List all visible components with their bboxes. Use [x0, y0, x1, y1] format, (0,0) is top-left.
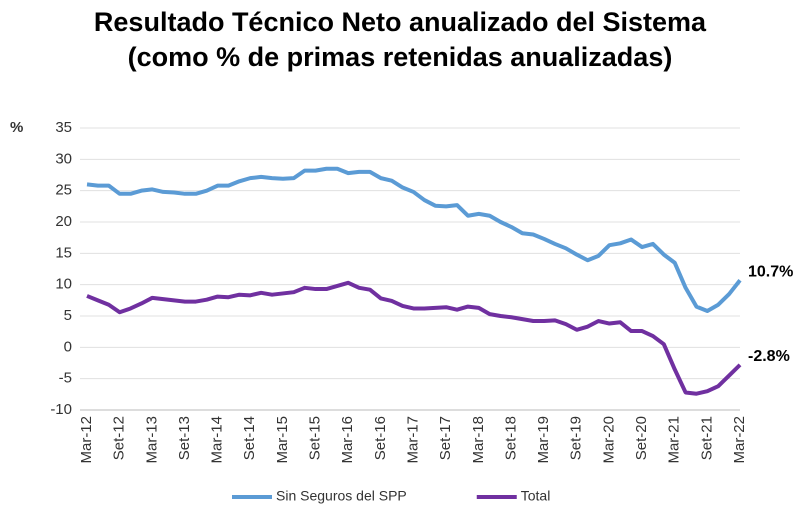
x-tick-label: Mar-20 — [600, 416, 617, 464]
x-tick-label: Mar-17 — [404, 416, 421, 464]
y-tick-label: 30 — [55, 150, 72, 167]
x-tick-label: Set-19 — [568, 416, 585, 460]
x-tick-label: Set-16 — [372, 416, 389, 460]
x-tick-label: Set-12 — [111, 416, 128, 460]
x-tick-label: Set-15 — [307, 416, 324, 460]
y-tick-label: 15 — [55, 244, 72, 261]
x-tick-label: Set-14 — [241, 416, 258, 460]
x-tick-label: Mar-13 — [143, 416, 160, 464]
x-tick-label: Set-21 — [698, 416, 715, 460]
x-tick-label: Mar-18 — [470, 416, 487, 464]
y-tick-label: 25 — [55, 182, 72, 199]
x-tick-label: Set-13 — [176, 416, 193, 460]
end-label: 10.7% — [748, 263, 793, 280]
line — [86, 280, 742, 396]
line — [86, 166, 742, 313]
x-tick-label: Mar-16 — [339, 416, 356, 464]
end-label: -2.8% — [748, 348, 790, 365]
x-tick-label: Mar-22 — [731, 416, 748, 464]
legend-label: Total — [521, 488, 551, 504]
x-tick-label: Mar-14 — [209, 416, 226, 464]
x-tick-label: Mar-12 — [78, 416, 95, 464]
y-tick-label: -10 — [50, 401, 72, 418]
y-tick-label: 35 — [55, 119, 72, 136]
x-tick-label: Set-17 — [437, 416, 454, 460]
y-tick-label: 0 — [64, 338, 72, 355]
y-axis-label: % — [10, 119, 23, 136]
x-tick-label: Mar-21 — [666, 416, 683, 464]
x-tick-label: Set-20 — [633, 416, 650, 460]
y-tick-label: 10 — [55, 276, 72, 293]
x-tick-label: Mar-19 — [535, 416, 552, 464]
y-tick-label: -5 — [59, 370, 72, 387]
y-tick-label: 20 — [55, 213, 72, 230]
chart-title: (como % de primas retenidas anualizadas) — [128, 42, 673, 72]
x-tick-label: Mar-15 — [274, 416, 291, 464]
chart-title: Resultado Técnico Neto anualizado del Si… — [94, 7, 707, 37]
x-tick-label: Set-18 — [502, 416, 519, 460]
legend-label: Sin Seguros del SPP — [276, 488, 407, 504]
y-tick-label: 5 — [64, 307, 72, 324]
